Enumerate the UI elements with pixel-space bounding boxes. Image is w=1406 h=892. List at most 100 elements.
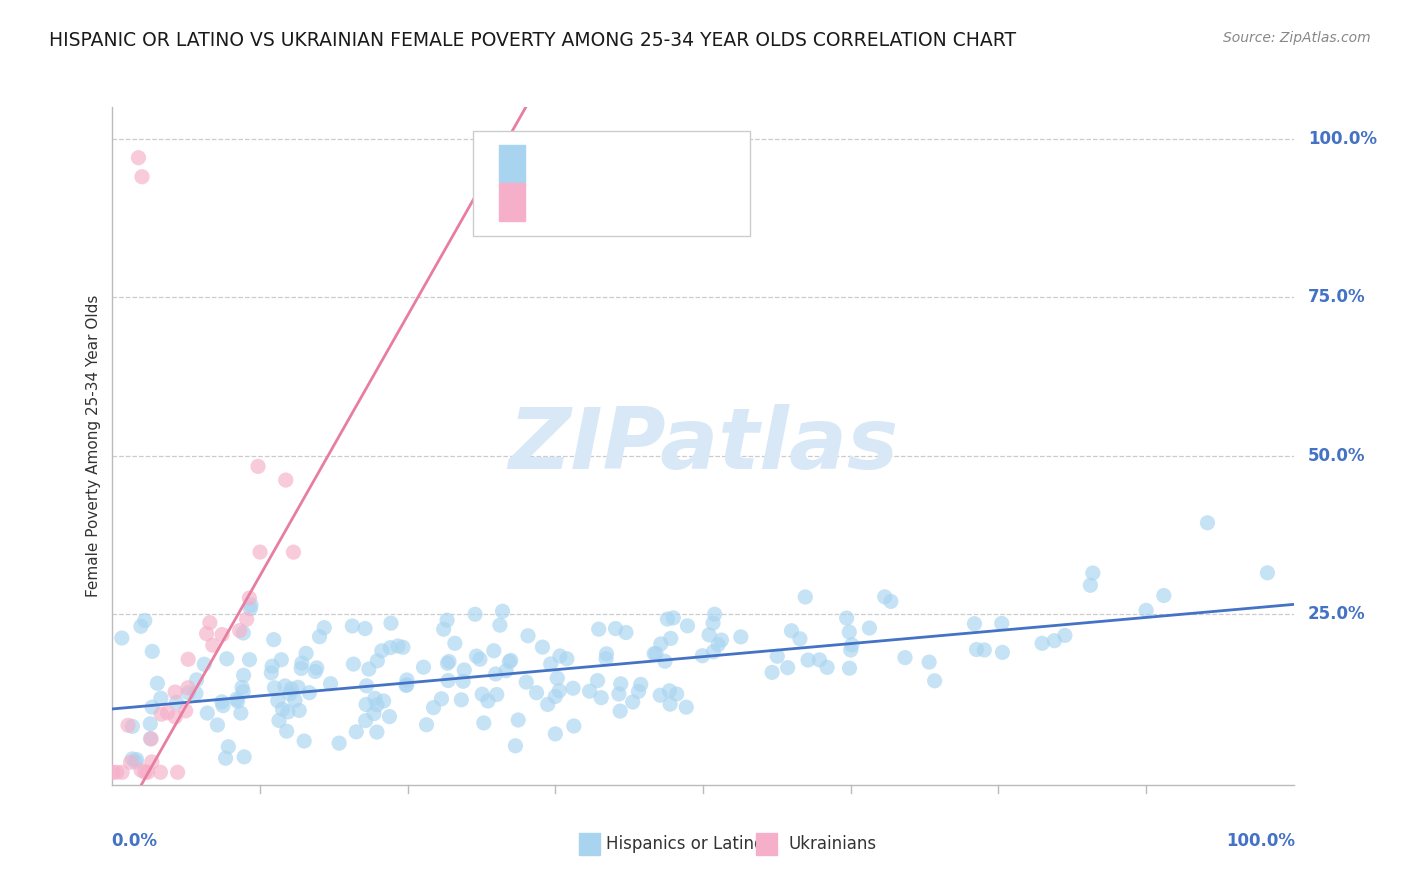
Point bbox=[342, 657, 364, 671]
Point bbox=[274, 679, 297, 693]
Point bbox=[354, 714, 377, 728]
Point bbox=[150, 707, 173, 722]
Point bbox=[165, 710, 187, 724]
Point bbox=[858, 621, 880, 635]
Point bbox=[453, 663, 475, 677]
Point bbox=[650, 688, 672, 702]
Point bbox=[437, 655, 460, 669]
Point bbox=[129, 619, 152, 633]
Point bbox=[645, 647, 668, 661]
Point bbox=[125, 753, 148, 767]
Point bbox=[166, 695, 188, 709]
Point bbox=[776, 661, 799, 675]
Point bbox=[485, 688, 508, 702]
Point bbox=[271, 702, 294, 716]
Point bbox=[595, 647, 617, 661]
Point bbox=[395, 678, 418, 692]
Point bbox=[249, 545, 271, 559]
Point bbox=[314, 621, 336, 635]
Point bbox=[780, 624, 803, 638]
Point bbox=[472, 715, 495, 730]
FancyBboxPatch shape bbox=[472, 131, 751, 235]
Point bbox=[149, 765, 172, 780]
Text: Hispanics or Latinos: Hispanics or Latinos bbox=[606, 835, 773, 853]
Point bbox=[1081, 566, 1104, 580]
Text: 100.0%: 100.0% bbox=[1226, 832, 1295, 850]
Point bbox=[354, 622, 377, 636]
Point bbox=[1256, 566, 1278, 580]
FancyBboxPatch shape bbox=[579, 833, 600, 855]
Point bbox=[924, 673, 946, 688]
Point bbox=[328, 736, 350, 750]
Point bbox=[134, 614, 156, 628]
Point bbox=[586, 673, 609, 688]
Point bbox=[1197, 516, 1219, 530]
Point bbox=[124, 755, 146, 769]
Text: 0.0%: 0.0% bbox=[111, 832, 157, 850]
Point bbox=[121, 752, 143, 766]
Point bbox=[797, 653, 820, 667]
Point bbox=[973, 643, 995, 657]
Point bbox=[201, 638, 224, 652]
Point bbox=[380, 640, 402, 655]
Point bbox=[1053, 628, 1076, 642]
Point bbox=[578, 684, 600, 698]
Text: HISPANIC OR LATINO VS UKRAINIAN FEMALE POVERTY AMONG 25-34 YEAR OLDS CORRELATION: HISPANIC OR LATINO VS UKRAINIAN FEMALE P… bbox=[49, 31, 1017, 50]
Point bbox=[676, 619, 699, 633]
Point bbox=[380, 616, 402, 631]
Point bbox=[267, 714, 290, 728]
Point bbox=[614, 625, 637, 640]
Point bbox=[344, 724, 367, 739]
Point bbox=[621, 695, 644, 709]
Point bbox=[177, 686, 200, 700]
Point bbox=[211, 695, 233, 709]
Point bbox=[835, 611, 858, 625]
Point bbox=[139, 731, 162, 746]
Point bbox=[659, 632, 682, 646]
Point bbox=[659, 697, 682, 711]
Point bbox=[136, 765, 159, 780]
Point bbox=[228, 624, 250, 638]
Point bbox=[174, 704, 197, 718]
Point bbox=[436, 613, 458, 627]
Point bbox=[643, 647, 665, 661]
Point bbox=[280, 681, 302, 696]
Point bbox=[990, 616, 1012, 631]
Text: Source: ZipAtlas.com: Source: ZipAtlas.com bbox=[1223, 31, 1371, 45]
Point bbox=[605, 622, 627, 636]
Point bbox=[839, 643, 862, 657]
Point bbox=[430, 691, 453, 706]
Point bbox=[880, 594, 903, 608]
Point bbox=[146, 676, 169, 690]
Point bbox=[290, 661, 312, 675]
Point bbox=[702, 616, 724, 631]
Point bbox=[966, 642, 988, 657]
Point bbox=[378, 709, 401, 723]
Point bbox=[609, 704, 631, 718]
Point bbox=[464, 607, 486, 622]
Point bbox=[526, 686, 548, 700]
Point bbox=[540, 657, 562, 671]
Point bbox=[415, 717, 437, 731]
Point bbox=[495, 664, 517, 678]
Point bbox=[450, 693, 472, 707]
Point bbox=[794, 590, 817, 604]
Point bbox=[444, 636, 467, 650]
Point bbox=[288, 703, 311, 717]
Point bbox=[650, 637, 672, 651]
Point bbox=[231, 681, 253, 695]
Point bbox=[214, 751, 236, 765]
Point bbox=[129, 763, 152, 777]
Point bbox=[139, 731, 162, 746]
Point bbox=[238, 653, 260, 667]
Point bbox=[291, 656, 314, 670]
Point bbox=[675, 700, 697, 714]
Point bbox=[111, 631, 134, 645]
Point bbox=[707, 638, 730, 652]
Point bbox=[702, 645, 724, 659]
Point bbox=[692, 648, 714, 663]
Point bbox=[305, 661, 328, 675]
Y-axis label: Female Poverty Among 25-34 Year Olds: Female Poverty Among 25-34 Year Olds bbox=[86, 295, 101, 597]
Point bbox=[662, 611, 685, 625]
Point bbox=[610, 677, 633, 691]
